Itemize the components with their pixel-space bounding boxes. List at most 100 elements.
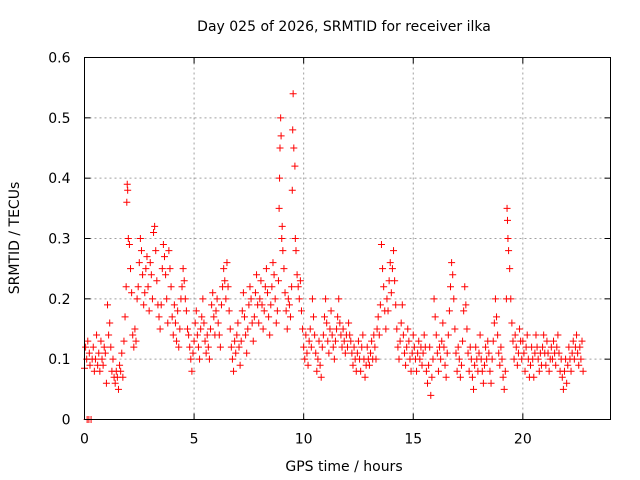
data-point [162,271,170,279]
data-point [454,343,462,351]
data-point [116,361,124,369]
data-point [374,313,382,321]
data-point [560,367,568,375]
data-point [176,325,184,333]
data-point [289,126,297,134]
data-point [274,277,282,285]
data-point [121,313,129,321]
data-point [146,259,154,267]
data-point [210,313,218,321]
data-point [124,186,132,194]
data-point [97,337,105,345]
data-point [278,222,286,230]
data-point [86,361,94,369]
data-point [190,337,198,345]
data-point [453,367,461,375]
data-point [171,319,179,327]
data-point [346,331,354,339]
data-point [141,289,149,297]
data-point [498,355,506,363]
y-tick-label: 0.4 [48,171,70,187]
data-point [471,361,479,369]
data-points [81,90,587,423]
data-point [273,307,281,315]
data-point [320,313,328,321]
data-point [434,367,442,375]
data-point [323,319,331,327]
data-point [398,301,406,309]
data-point [150,228,158,236]
data-point [545,367,553,375]
data-point [501,367,509,375]
chart-title: Day 025 of 2026, SRMTID for receiver ilk… [197,19,491,35]
data-point [491,295,499,303]
data-point [300,343,308,351]
data-point [495,349,503,357]
data-point [319,331,327,339]
data-point [519,337,527,345]
data-point [344,343,351,351]
data-point [244,325,252,333]
data-point [388,265,396,273]
data-point [430,295,438,303]
data-point [288,283,296,291]
data-point [478,367,486,375]
data-point [160,253,168,261]
data-point [276,144,284,152]
data-point [472,343,480,351]
data-point [399,331,407,339]
data-point [253,271,261,279]
data-point [194,343,202,351]
data-point [295,295,303,303]
data-point [281,289,289,297]
data-point [201,337,209,345]
y-tick-labels: 0 0.1 0.2 0.3 0.4 0.5 0.6 [48,51,70,429]
y-tick-label: 0 [62,413,71,429]
data-point [494,331,502,339]
data-point [167,283,175,291]
data-point [476,331,484,339]
data-point [85,349,93,357]
data-point [214,319,222,327]
data-point [199,295,207,303]
data-point [500,385,508,393]
data-point [431,313,439,321]
data-point [375,331,383,339]
data-point [384,307,392,315]
x-tick-label: 20 [514,432,532,448]
data-point [222,295,230,303]
data-point [313,367,321,375]
data-point [336,319,344,327]
data-point [93,331,101,339]
y-tick-label: 0.1 [48,352,70,368]
data-point [151,222,159,230]
data-point [128,289,136,297]
data-point [570,355,578,363]
data-point [155,313,163,321]
data-point [465,367,473,375]
data-point [204,343,212,351]
data-point [333,325,341,333]
data-point [192,307,200,315]
data-point [530,373,538,381]
data-point [152,247,160,255]
data-point [439,319,447,327]
data-point [278,235,286,242]
data-point [432,331,440,339]
data-point [485,349,493,357]
data-point [380,283,388,291]
data-point [98,355,106,363]
data-point [511,331,519,339]
data-point [280,265,288,273]
data-point [220,265,228,273]
data-point [258,301,266,309]
data-point [228,355,236,363]
y-tick-label: 0.5 [48,111,70,127]
data-point [503,216,511,224]
data-point [122,283,130,291]
data-point [100,343,108,351]
data-point [564,361,572,369]
data-point [99,361,107,369]
data-point [347,337,355,345]
data-point [198,313,206,321]
